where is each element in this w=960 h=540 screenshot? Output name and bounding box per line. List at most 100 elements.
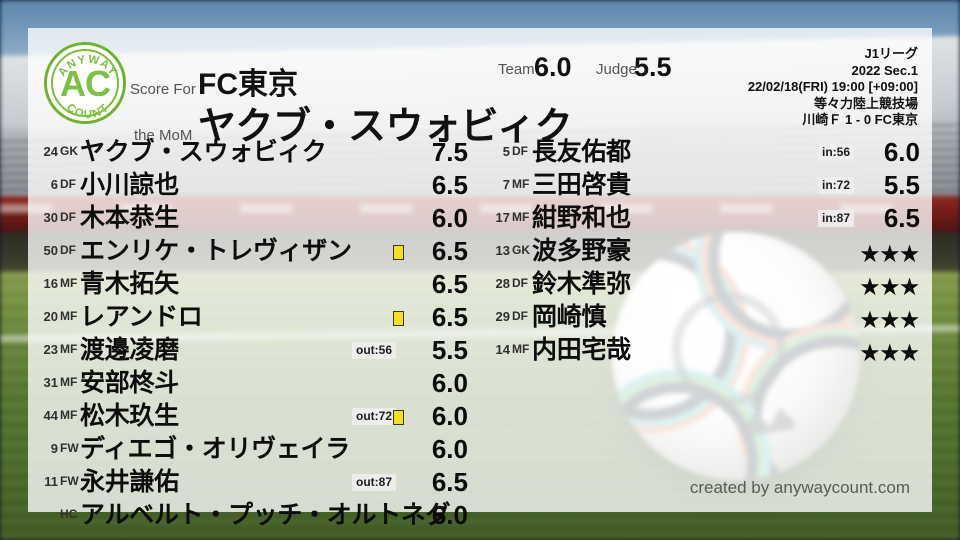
- player-number-position: 5 DF: [480, 136, 532, 169]
- player-row[interactable]: 23 MF 渡邊凌磨 5.5 out:56: [28, 334, 480, 367]
- player-position: HC: [60, 507, 78, 521]
- player-number: 20: [43, 309, 58, 324]
- player-position: FW: [60, 474, 79, 488]
- player-rating: ★★★: [860, 309, 920, 332]
- player-position: MF: [512, 177, 530, 191]
- score-for-label: Score For: [130, 81, 196, 98]
- player-rating: ★★★: [860, 342, 920, 365]
- player-row[interactable]: HC アルベルト・プッチ・オルトネダ 6.0: [28, 499, 480, 532]
- player-rating: 6.5: [431, 236, 468, 266]
- player-position: MF: [512, 210, 530, 224]
- anywaycount-logo: AC ANYWAY COUNT: [44, 42, 126, 124]
- player-number-position: HC: [28, 499, 80, 532]
- player-position: DF: [60, 243, 76, 257]
- player-row[interactable]: 29 DF 岡崎慎 ★★★: [480, 301, 932, 334]
- player-position: GK: [60, 144, 78, 158]
- sub-in-badge: in:87: [817, 210, 854, 227]
- team-rating-value: 6.0: [534, 52, 572, 82]
- player-position: MF: [60, 276, 78, 290]
- player-number-position: 24 GK: [28, 136, 80, 169]
- player-position: GK: [512, 243, 530, 257]
- player-row[interactable]: 50 DF エンリケ・トレヴィザン 6.5: [28, 235, 480, 268]
- card-header: AC ANYWAY COUNT Score For FC東京 the MoM ヤ…: [28, 28, 932, 148]
- player-position: MF: [60, 342, 78, 356]
- player-row[interactable]: 16 MF 青木拓矢 6.5: [28, 268, 480, 301]
- sub-in-badge: in:72: [817, 177, 854, 194]
- logo-bottom-text: COUNT: [64, 102, 112, 122]
- judge-rating-label: Judge: [596, 61, 637, 78]
- player-number: 24: [43, 144, 58, 159]
- player-row[interactable]: 17 MF 紺野和也 6.5 in:87: [480, 202, 932, 235]
- player-position: DF: [512, 144, 528, 158]
- player-row[interactable]: 6 DF 小川諒也 6.5: [28, 169, 480, 202]
- player-position: DF: [60, 177, 76, 191]
- player-name: 小川諒也: [80, 171, 179, 199]
- player-number-position: 16 MF: [28, 268, 80, 301]
- player-number: 30: [43, 210, 58, 225]
- team-rating-label: Team: [498, 61, 535, 78]
- player-number: 29: [495, 309, 510, 324]
- player-number-position: 28 DF: [480, 268, 532, 301]
- player-number-position: 6 DF: [28, 169, 80, 202]
- player-position: DF: [60, 210, 76, 224]
- logo-center-text: AC: [60, 63, 111, 104]
- sub-in-badge: in:56: [817, 144, 854, 161]
- player-number-position: 9 FW: [28, 433, 80, 466]
- player-rating: 5.5: [883, 170, 920, 200]
- player-name: 三田啓貴: [532, 171, 631, 199]
- team-name: FC東京: [198, 68, 298, 101]
- player-name: 木本恭生: [80, 204, 179, 232]
- player-number: 9: [50, 441, 58, 456]
- player-name: 岡崎慎: [532, 303, 607, 331]
- player-row[interactable]: 11 FW 永井謙佑 6.5 out:87: [28, 466, 480, 499]
- player-name: 鈴木準弥: [532, 270, 631, 298]
- player-number-position: 7 MF: [480, 169, 532, 202]
- player-position: FW: [60, 441, 79, 455]
- player-name: 渡邊凌磨: [80, 336, 179, 364]
- player-rating: 6.0: [431, 500, 468, 530]
- player-number: 44: [43, 408, 58, 423]
- logo-arched-text: ANYWAY COUNT: [56, 54, 118, 122]
- player-name: 波多野豪: [532, 237, 631, 265]
- player-row[interactable]: 7 MF 三田啓貴 5.5 in:72: [480, 169, 932, 202]
- player-row[interactable]: 31 MF 安部柊斗 6.0: [28, 367, 480, 400]
- player-row[interactable]: 14 MF 内田宅哉 ★★★: [480, 334, 932, 367]
- player-rating: 6.0: [431, 203, 468, 233]
- player-name: 紺野和也: [532, 204, 631, 232]
- player-number-position: 30 DF: [28, 202, 80, 235]
- player-row[interactable]: 28 DF 鈴木準弥 ★★★: [480, 268, 932, 301]
- player-row[interactable]: 24 GK ヤクブ・スウォビィク 7.5: [28, 136, 480, 169]
- player-number: 28: [495, 276, 510, 291]
- meta-season-section: 2022 Sec.1: [851, 62, 918, 78]
- player-number-position: 11 FW: [28, 466, 80, 499]
- player-number-position: 14 MF: [480, 334, 532, 367]
- player-name: 青木拓矢: [80, 270, 179, 298]
- man-of-the-match-name: ヤクブ・スウォビィク: [198, 106, 573, 148]
- sub-out-badge: out:56: [352, 342, 396, 359]
- player-row[interactable]: 13 GK 波多野豪 ★★★: [480, 235, 932, 268]
- player-row[interactable]: 44 MF 松木玖生 6.0 out:72: [28, 400, 480, 433]
- player-rating: 6.0: [431, 368, 468, 398]
- meta-kickoff: 22/02/18(FRI) 19:00 [+09:00]: [747, 79, 918, 94]
- player-number-position: 23 MF: [28, 334, 80, 367]
- player-name: アルベルト・プッチ・オルトネダ: [80, 501, 451, 529]
- player-row[interactable]: 9 FW ディエゴ・オリヴェイラ 6.0: [28, 433, 480, 466]
- player-row[interactable]: 30 DF 木本恭生 6.0: [28, 202, 480, 235]
- player-rating: ★★★: [860, 243, 920, 266]
- player-number-position: 31 MF: [28, 367, 80, 400]
- player-position: MF: [512, 342, 530, 356]
- player-row[interactable]: 5 DF 長友佑都 6.0 in:56: [480, 136, 932, 169]
- player-name: ディエゴ・オリヴェイラ: [80, 435, 350, 463]
- sub-out-badge: out:87: [352, 474, 396, 491]
- player-rating: 6.0: [883, 137, 920, 167]
- player-number-position: 13 GK: [480, 235, 532, 268]
- player-rating: 6.0: [431, 401, 468, 431]
- player-number-position: 17 MF: [480, 202, 532, 235]
- mom-label: the MoM: [134, 127, 193, 144]
- player-position: DF: [512, 309, 528, 323]
- player-row[interactable]: 20 MF レアンドロ 6.5: [28, 301, 480, 334]
- player-name: 安部柊斗: [80, 369, 179, 397]
- player-rating: 6.5: [431, 269, 468, 299]
- meta-venue: 等々力陸上競技場: [813, 95, 918, 111]
- player-number-position: 50 DF: [28, 235, 80, 268]
